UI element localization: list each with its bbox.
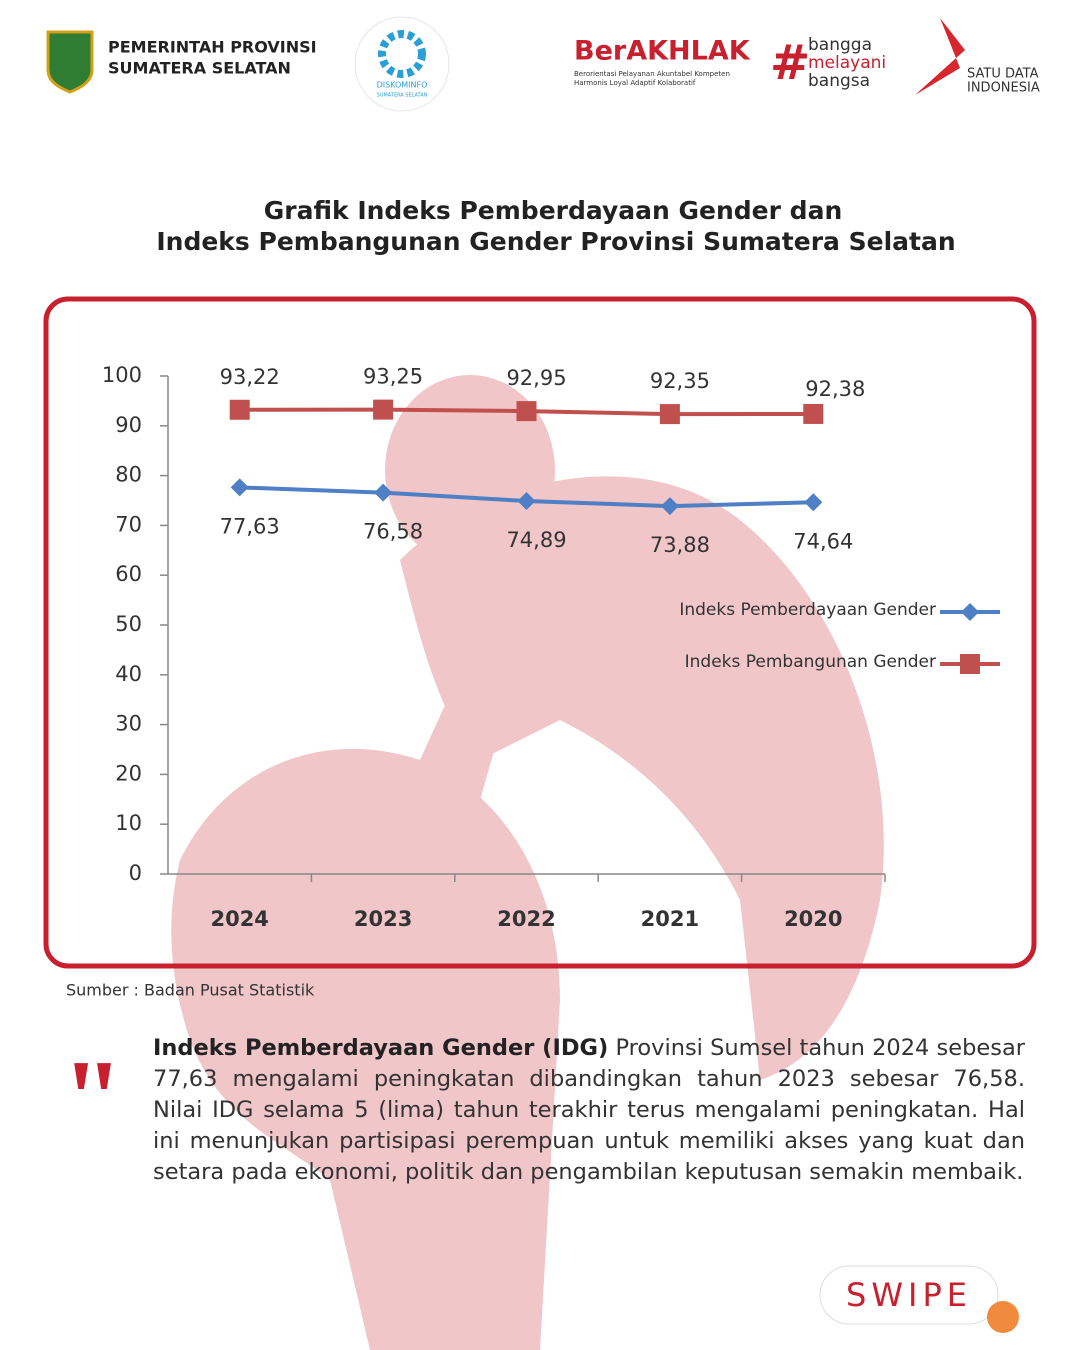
- chart-frame: [43, 296, 1037, 969]
- bangga: bangga: [808, 35, 872, 55]
- marker: [803, 403, 824, 424]
- chart-title: Grafik Indeks Pemberdayaan Gender dan: [264, 196, 843, 225]
- marker: [659, 404, 680, 425]
- plot: 0 10 20 30 40 50 60 70 80 90 100 2024 2023 2022 2021 20…: [102, 363, 1000, 931]
- y-tick-label: 60: [115, 562, 142, 586]
- marker: [229, 399, 250, 420]
- x-tick-label: 2022: [497, 907, 555, 931]
- y-tick-label: 50: [115, 612, 142, 636]
- background-silhouette: [171, 375, 884, 1350]
- y-tick-label: 0: [129, 861, 142, 885]
- y-tick-label: 30: [115, 712, 142, 736]
- marker: [230, 478, 249, 497]
- berakhlak-tagline: Berorientasi Pelayanan Akuntabel Kompete…: [574, 70, 730, 78]
- y-tick-label: 80: [115, 463, 142, 487]
- marker: [804, 493, 823, 512]
- swipe-hand: [987, 1301, 1019, 1333]
- y-tick-label: 10: [115, 811, 142, 835]
- marker: [374, 483, 393, 502]
- swipe-button[interactable]: [819, 1265, 999, 1325]
- x-tick-label: 2024: [210, 907, 268, 931]
- marker: [660, 497, 679, 516]
- gov-emblem: [46, 30, 94, 94]
- data-label: 92,38: [805, 377, 865, 401]
- y-tick-label: 20: [115, 761, 142, 785]
- marker: [517, 492, 536, 511]
- marker: [373, 399, 394, 420]
- header: PEMERINTAH PROVINSI SUMATERA SELATAN DIS…: [46, 16, 1040, 112]
- berakhlak-logo: BerAKHLAK: [574, 36, 751, 67]
- data-label: 74,64: [793, 529, 853, 553]
- legend-label: Indeks Pemberdayaan Gender: [679, 600, 936, 620]
- marker: [961, 603, 979, 621]
- diskominfo-sub: SUMATERA SELATAN: [377, 93, 428, 99]
- y-tick-label: 70: [115, 512, 142, 536]
- satu-data-logo: [915, 18, 965, 95]
- bangsa: bangsa: [808, 71, 870, 91]
- chart-title: Indeks Pembangunan Gender Provinsi Sumat…: [156, 227, 955, 256]
- data-label: 92,35: [650, 369, 710, 393]
- paragraph-lead: Indeks Pemberdayaan Gender (IDG): [153, 1035, 609, 1061]
- satu-data: SATU DATA: [967, 67, 1039, 82]
- gov-name: PEMERINTAH PROVINSI: [108, 38, 317, 57]
- paragraph-box: Indeks Pemberdayaan Gender (IDG) Provins…: [153, 1033, 1025, 1188]
- y-tick-label: 40: [115, 662, 142, 686]
- data-label: 76,58: [363, 520, 423, 544]
- marker: [516, 401, 537, 422]
- melayani: melayani: [808, 53, 886, 73]
- x-tick-label: 2023: [354, 907, 412, 931]
- data-label: 93,22: [220, 365, 280, 389]
- legend-label: Indeks Pembangunan Gender: [685, 652, 936, 672]
- data-label: 92,95: [506, 366, 566, 390]
- data-label: 77,63: [220, 514, 280, 538]
- data-label: 74,89: [506, 528, 566, 552]
- x-tick-label: 2020: [784, 907, 842, 931]
- data-label: 93,25: [363, 365, 423, 389]
- data-label: 73,88: [650, 533, 710, 557]
- marker: [960, 654, 980, 674]
- y-tick-label: 90: [115, 413, 142, 437]
- paragraph-text: Provinsi Sumsel tahun 2024 sebesar 77,63…: [153, 1035, 1025, 1185]
- hashtag: #: [770, 35, 810, 91]
- y-tick-label: 100: [102, 363, 142, 387]
- satu-data: INDONESIA: [967, 81, 1040, 96]
- gov-name: SUMATERA SELATAN: [108, 59, 291, 78]
- quote-mark: ": [62, 1037, 123, 1159]
- paragraph: Indeks Pemberdayaan Gender (IDG) Provins…: [153, 1033, 1025, 1188]
- diskominfo-text: DISKOMINFO: [377, 81, 428, 90]
- berakhlak-tagline: Harmonis Loyal Adaptif Kolaboratif: [574, 79, 696, 87]
- x-tick-label: 2021: [641, 907, 699, 931]
- source: Sumber : Badan Pusat Statistik: [66, 981, 315, 1000]
- diskominfo-logo: [354, 16, 450, 112]
- swipe-label[interactable]: SWIPE: [846, 1276, 972, 1314]
- diskominfo-icon: [378, 30, 426, 78]
